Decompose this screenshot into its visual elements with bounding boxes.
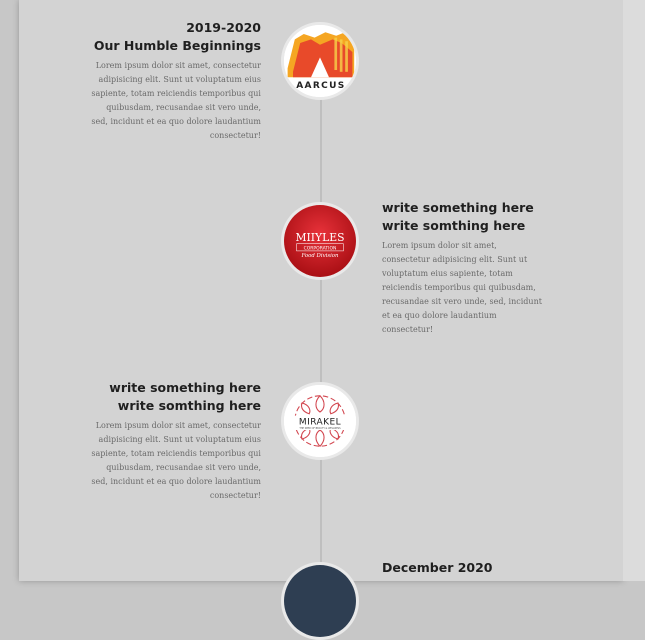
mirakel-logo-label: MIRAKEL — [299, 418, 341, 428]
miiyles-logo-icon: MIIYLES CORPORATION Food Division — [284, 205, 356, 277]
timeline-item-1-text: 2019-2020 Our Humble Beginnings Lorem ip… — [91, 19, 261, 143]
timeline-item-3-body: Lorem ipsum dolor sit amet, consectetur … — [91, 421, 261, 500]
miiyles-logo-sub2: Food Division — [300, 253, 339, 259]
miiyles-logo-sub: CORPORATION — [304, 246, 337, 252]
aarcus-logo: AARCUS — [281, 22, 359, 100]
page-background-strip — [623, 0, 645, 581]
mirakel-logo: MIRAKEL THE SEED OF BEAUTY & WELLNESS — [281, 382, 359, 460]
timeline-item-1-title-line1: 2019-2020 — [186, 20, 261, 35]
timeline-item-2-title-line1: write something here — [382, 200, 534, 215]
timeline-line — [320, 60, 322, 581]
aarcus-logo-icon: AARCUS — [284, 25, 356, 97]
timeline-item-1-title-line2: Our Humble Beginnings — [93, 38, 261, 53]
mirakel-logo-icon: MIRAKEL THE SEED OF BEAUTY & WELLNESS — [284, 385, 356, 457]
timeline-item-4-text: December 2020 — [382, 559, 547, 577]
timeline-item-4-title-line1: December 2020 — [382, 560, 493, 575]
aarcus-logo-label: AARCUS — [296, 81, 345, 91]
timeline-item-3-title-line2: write somthing here — [117, 398, 261, 413]
timeline-item-1-body: Lorem ipsum dolor sit amet, consectetur … — [91, 61, 261, 140]
miiyles-logo: MIIYLES CORPORATION Food Division — [281, 202, 359, 280]
timeline-item-2-text: write something here write somthing here… — [382, 199, 547, 337]
miiyles-logo-label: MIIYLES — [295, 231, 344, 244]
mirakel-logo-sub: THE SEED OF BEAUTY & WELLNESS — [299, 427, 341, 430]
timeline-item-4-logo — [281, 562, 359, 640]
timeline-item-2-title-line2: write somthing here — [382, 218, 526, 233]
timeline-item-3-text: write something here write somthing here… — [91, 379, 261, 503]
timeline-item-4-logo-icon — [284, 565, 356, 637]
timeline-item-2-body: Lorem ipsum dolor sit amet, consectetur … — [382, 241, 542, 334]
timeline-item-3-title-line1: write something here — [109, 380, 261, 395]
